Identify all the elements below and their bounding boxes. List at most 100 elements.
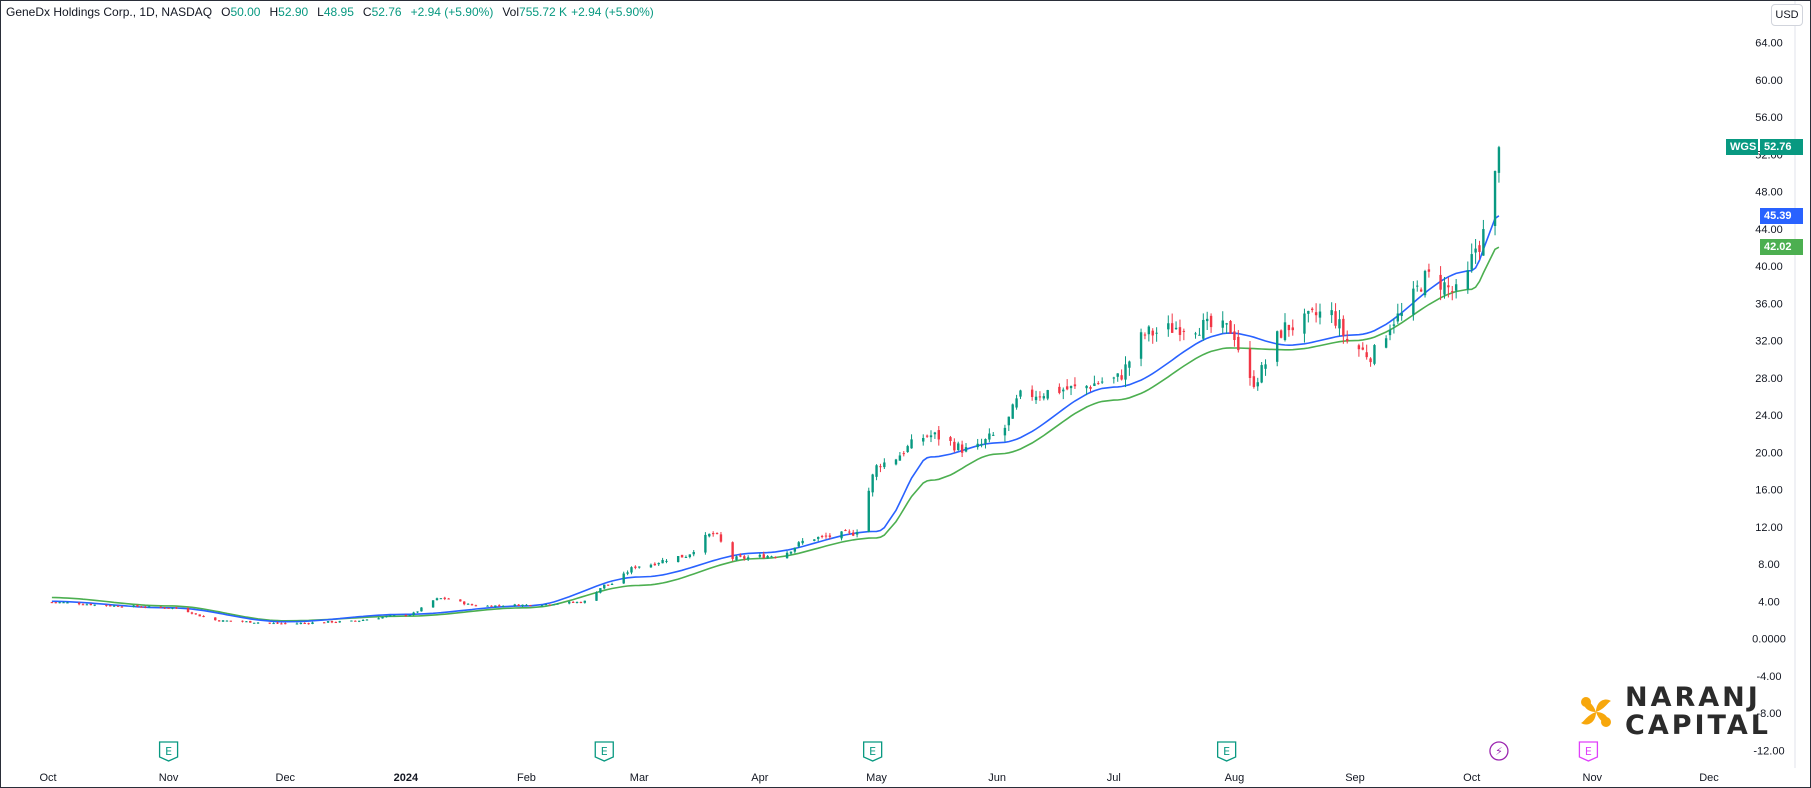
candle bbox=[762, 551, 765, 559]
brand-watermark: NARANJ CAPITAL bbox=[1575, 684, 1771, 740]
candle bbox=[1447, 277, 1450, 298]
candle bbox=[1065, 379, 1069, 391]
candle bbox=[665, 559, 668, 564]
candle bbox=[817, 536, 820, 542]
candle bbox=[1030, 385, 1034, 401]
candle bbox=[241, 620, 244, 623]
last-price-label: 52.76 bbox=[1764, 141, 1792, 154]
price-axis[interactable]: 64.0060.0056.0052.0048.0044.0040.0036.00… bbox=[1752, 38, 1786, 758]
candle bbox=[50, 602, 54, 604]
ema-fast-label: 45.39 bbox=[1764, 209, 1792, 222]
candle bbox=[1205, 311, 1209, 331]
price-axis-tick: 48.00 bbox=[1755, 187, 1783, 199]
candle bbox=[540, 604, 544, 607]
candle bbox=[338, 620, 341, 623]
candle bbox=[1497, 145, 1501, 183]
candle bbox=[1388, 324, 1392, 341]
last-price-tag: 52.76 bbox=[1760, 139, 1803, 156]
earnings-event-icon[interactable]: E bbox=[158, 741, 179, 762]
candle bbox=[1369, 357, 1372, 367]
candle bbox=[1318, 303, 1322, 325]
candle bbox=[1373, 344, 1376, 366]
candle bbox=[1287, 324, 1291, 337]
candle bbox=[1314, 303, 1318, 323]
candle bbox=[1003, 424, 1007, 442]
candle bbox=[245, 621, 248, 623]
ema-fast-price-tag: 45.39 bbox=[1760, 207, 1803, 224]
candle bbox=[521, 604, 524, 608]
currency-button[interactable]: USD bbox=[1771, 4, 1803, 26]
candle bbox=[1334, 303, 1337, 329]
candle bbox=[630, 566, 633, 575]
candle bbox=[556, 603, 559, 605]
ema-fast-layer bbox=[51, 215, 1500, 623]
candle bbox=[1346, 330, 1349, 344]
candle bbox=[1124, 356, 1127, 388]
candle bbox=[1038, 391, 1042, 401]
candle bbox=[898, 452, 902, 461]
candle bbox=[626, 570, 629, 576]
candle bbox=[517, 603, 520, 607]
candle bbox=[1209, 313, 1213, 333]
price-axis-tick: 40.00 bbox=[1755, 261, 1783, 273]
candle bbox=[1361, 342, 1364, 351]
symbol-title[interactable]: GeneDx Holdings Corp., 1D, NASDAQ bbox=[6, 5, 213, 19]
brand-logo-icon bbox=[1581, 697, 1611, 727]
candle bbox=[925, 434, 929, 438]
candle bbox=[708, 533, 711, 538]
candle bbox=[1085, 385, 1088, 396]
candle bbox=[416, 611, 419, 614]
candle bbox=[719, 531, 723, 543]
candle bbox=[490, 605, 493, 607]
candle bbox=[548, 604, 551, 606]
candle bbox=[357, 620, 361, 623]
candle bbox=[957, 441, 960, 451]
candle bbox=[960, 440, 964, 458]
earnings-event-icon[interactable]: E bbox=[594, 741, 614, 762]
candle bbox=[1062, 387, 1065, 400]
candle bbox=[988, 428, 991, 443]
open-value: 50.00 bbox=[230, 5, 261, 19]
candle bbox=[439, 598, 443, 600]
time-axis-tick: Dec bbox=[1699, 772, 1719, 784]
candle bbox=[657, 562, 660, 567]
time-axis[interactable]: Oct Nov Dec 2024 Feb Mar Apr May Jun Jul Aug Sep Oct… bbox=[39, 772, 1719, 784]
candle bbox=[202, 615, 205, 618]
earnings-event-icon[interactable]: E bbox=[1578, 741, 1599, 762]
candle bbox=[1439, 266, 1442, 301]
candle bbox=[109, 604, 112, 607]
candle bbox=[435, 597, 439, 601]
candle bbox=[385, 615, 388, 618]
candle bbox=[54, 602, 57, 604]
candle bbox=[828, 533, 832, 540]
candle bbox=[214, 617, 217, 621]
candle bbox=[933, 431, 937, 439]
candle bbox=[1451, 285, 1454, 301]
candle bbox=[844, 529, 847, 532]
event-label: E bbox=[869, 745, 876, 758]
price-axis-tick: 20.00 bbox=[1755, 447, 1783, 459]
candle bbox=[466, 603, 470, 605]
candle bbox=[852, 529, 855, 537]
candle bbox=[929, 430, 933, 443]
candle bbox=[525, 604, 528, 606]
candle bbox=[120, 605, 124, 608]
candle bbox=[408, 614, 411, 617]
price-axis-tick: 44.00 bbox=[1755, 224, 1783, 236]
earnings-event-icon[interactable]: E bbox=[863, 741, 883, 762]
earnings-event-icon[interactable]: E bbox=[1216, 741, 1237, 762]
candle bbox=[198, 614, 201, 617]
candle bbox=[797, 541, 800, 548]
candle bbox=[1202, 313, 1205, 341]
events-layer: E E E E ⚡ E bbox=[158, 741, 1599, 762]
candles-layer bbox=[50, 145, 1501, 625]
candle bbox=[595, 591, 598, 601]
dividend-event-icon[interactable]: ⚡ bbox=[1489, 741, 1509, 761]
time-axis-tick: Mar bbox=[630, 772, 649, 784]
candle bbox=[66, 601, 69, 604]
candle bbox=[1423, 269, 1427, 298]
candle bbox=[922, 434, 925, 446]
price-axis-tick: 12.00 bbox=[1755, 522, 1783, 534]
